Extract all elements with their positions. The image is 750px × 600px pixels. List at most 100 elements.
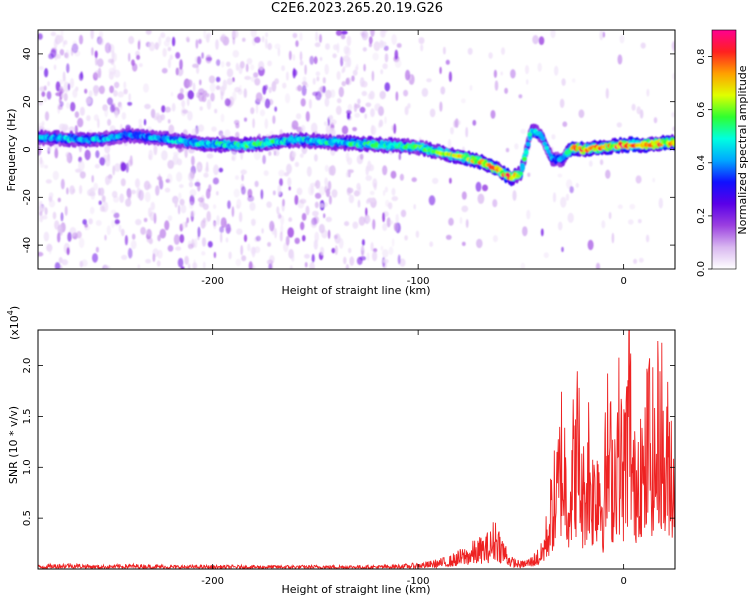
spectrogram-noise-cell	[429, 241, 434, 247]
spectrogram-noise-cell	[353, 190, 360, 197]
spectrogram-noise-cell	[384, 82, 391, 92]
spectrogram-noise-cell	[461, 241, 466, 246]
spectrogram-noise-cell	[206, 99, 212, 110]
spectrogram-noise-cell	[159, 228, 167, 239]
spectrogram-noise-cell	[89, 206, 95, 215]
spectrogram-noise-cell	[398, 153, 402, 161]
spectrogram-noise-cell	[386, 217, 391, 228]
chart-title: C2E6.2023.265.20.19.G26	[270, 1, 444, 16]
spectrogram-noise-cell	[127, 189, 132, 201]
x-tick-label: -100	[407, 576, 430, 587]
spectrogram-noise-cell	[391, 196, 399, 202]
spectrogram-noise-cell	[82, 219, 87, 225]
spectrogram-noise-cell	[95, 220, 102, 226]
spectrogram-noise-cell	[391, 34, 397, 45]
spectrogram-noise-cell	[396, 43, 402, 48]
spectrogram-noise-cell	[382, 222, 388, 232]
spectrogram-noise-cell	[328, 166, 333, 176]
spectrogram-noise-cell	[310, 122, 318, 134]
spectrogram-noise-cell	[461, 98, 466, 104]
spectrogram-noise-cell	[74, 125, 78, 134]
bottom-x-axis-label: Height of straight line (km)	[281, 583, 430, 596]
spectrogram-noise-cell	[389, 220, 394, 225]
spectrogram-noise-cell	[309, 55, 315, 65]
spectrogram-noise-cell	[250, 64, 255, 71]
spectrogram-signal-cell	[518, 171, 524, 176]
spectrogram-noise-cell	[550, 30, 556, 39]
spectrogram-noise-cell	[167, 58, 172, 69]
spectrogram-noise-cell	[128, 52, 131, 62]
spectrogram-noise-cell	[265, 38, 268, 49]
spectrogram-noise-cell	[244, 75, 252, 80]
spectrogram-noise-cell	[514, 143, 519, 150]
spectrogram-noise-cell	[79, 185, 83, 195]
spectrogram-noise-cell	[341, 68, 345, 74]
spectrogram-noise-cell	[393, 123, 397, 134]
spectrogram-noise-cell	[341, 125, 349, 135]
spectrogram-noise-cell	[57, 232, 61, 243]
spectrogram-noise-cell	[304, 253, 310, 259]
spectrogram-noise-cell	[322, 85, 326, 94]
spectrogram-noise-cell	[383, 45, 389, 51]
spectrogram-noise-cell	[169, 54, 173, 61]
spectrogram-noise-cell	[43, 85, 47, 91]
spectrogram-noise-cell	[312, 91, 319, 97]
spectrogram-noise-cell	[363, 63, 366, 72]
spectrogram-noise-cell	[475, 181, 482, 192]
spectrogram-noise-cell	[382, 63, 388, 70]
spectrogram-noise-cell	[160, 32, 166, 39]
spectrogram-noise-cell	[645, 234, 650, 243]
spectrogram-noise-cell	[238, 211, 243, 223]
spectrogram-noise-cell	[383, 258, 389, 264]
spectrogram-noise-cell	[128, 36, 135, 45]
spectrogram-noise-cell	[300, 98, 306, 107]
spectrogram-noise-cell	[640, 42, 646, 49]
spectrogram-noise-cell	[578, 109, 585, 118]
spectrogram-noise-cell	[78, 237, 85, 249]
spectrogram-noise-cell	[295, 40, 299, 47]
spectrogram-noise-cell	[254, 78, 261, 86]
spectrogram-noise-cell	[355, 63, 359, 70]
spectrogram-noise-cell	[128, 93, 131, 102]
spectrogram-noise-cell	[314, 154, 318, 162]
spectrogram-noise-cell	[48, 199, 56, 208]
spectrogram-noise-cell	[110, 209, 117, 214]
spectrogram-noise-cell	[136, 54, 141, 60]
spectrogram-noise-cell	[113, 90, 118, 97]
spectrogram-noise-cell	[311, 253, 315, 263]
spectrogram-noise-cell	[209, 82, 216, 93]
spectrogram-noise-cell	[79, 171, 86, 179]
spectrogram-noise-cell	[255, 103, 259, 114]
spectrogram-noise-cell	[415, 230, 420, 238]
spectrogram-noise-cell	[361, 80, 368, 88]
spectrogram-noise-cell	[158, 175, 162, 187]
spectrogram-noise-cell	[294, 194, 299, 206]
spectrogram-noise-cell	[338, 238, 344, 249]
spectrogram-noise-cell	[477, 193, 485, 204]
spectrogram-noise-cell	[98, 85, 105, 95]
spectrogram-noise-cell	[373, 248, 378, 253]
spectrogram-noise-cell	[520, 128, 526, 134]
spectrogram-noise-cell	[65, 125, 69, 131]
spectrogram-noise-cell	[344, 221, 350, 227]
spectrogram-noise-cell	[312, 210, 319, 217]
spectrogram-noise-cell	[167, 119, 171, 124]
spectrogram-noise-cell	[205, 54, 212, 64]
spectrogram-noise-cell	[282, 82, 287, 89]
spectrogram-noise-cell	[404, 235, 408, 241]
spectrogram-noise-cell	[66, 157, 71, 163]
spectrogram-noise-cell	[439, 101, 443, 112]
spectrogram-noise-cell	[53, 64, 57, 70]
spectrogram-noise-cell	[379, 30, 386, 38]
spectrogram-noise-cell	[522, 226, 528, 237]
spectrogram-noise-cell	[225, 237, 229, 243]
spectrogram-noise-cell	[238, 64, 243, 75]
bottom-y-axis-label: SNR (10 * v/v)	[7, 406, 20, 484]
spectrogram-signal-cell	[546, 149, 551, 154]
spectrogram-noise-cell	[192, 82, 196, 92]
spectrogram-noise-cell	[631, 103, 636, 111]
spectrogram-noise-cell	[215, 76, 221, 83]
spectrogram-noise-cell	[319, 34, 322, 43]
spectrogram-noise-cell	[333, 44, 338, 51]
spectrogram-noise-cell	[354, 112, 361, 118]
